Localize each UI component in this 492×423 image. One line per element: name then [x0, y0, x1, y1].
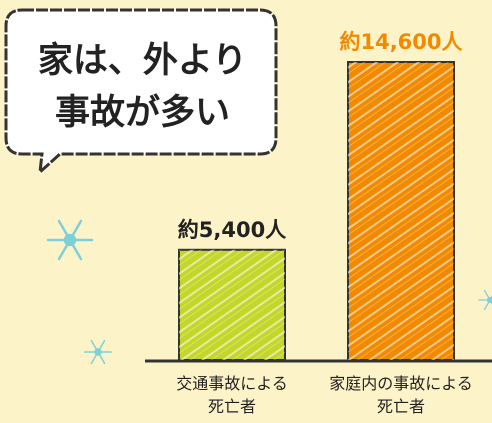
snowflake [84, 339, 112, 365]
x-tick-label: 家庭内の事故による 死亡者 [329, 374, 473, 416]
annotation: 家は、外より 事故が多い [37, 41, 248, 133]
snowflake [46, 219, 94, 261]
value-label: 約14,600人 [339, 30, 463, 54]
bar-hatch [348, 62, 454, 360]
x-tick-label: 交通事故による 死亡者 [176, 374, 288, 416]
speech-bubble [4, 8, 278, 176]
bar-hatch [179, 249, 285, 360]
value-label: 約5,400人 [177, 217, 287, 242]
snowflake [478, 289, 492, 311]
